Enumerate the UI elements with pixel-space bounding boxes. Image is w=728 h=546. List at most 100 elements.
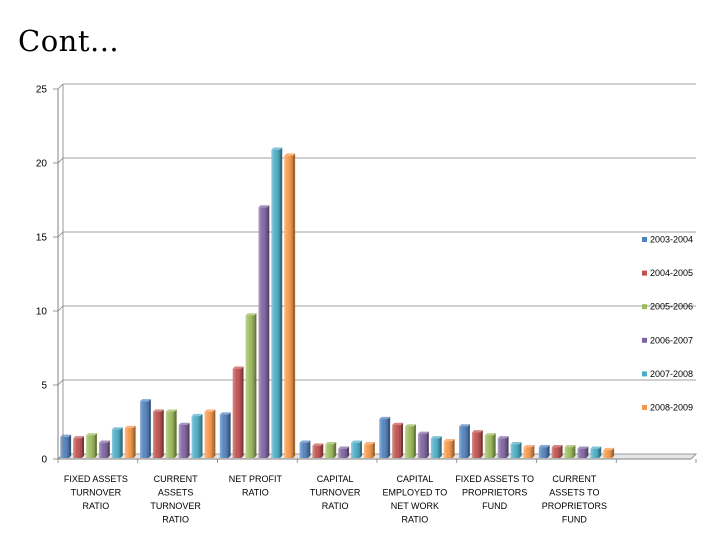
- x-category-label-line: RATIO: [82, 501, 109, 511]
- bar-top: [418, 431, 429, 434]
- x-category-label-line: CURRENT: [154, 474, 199, 484]
- bar-2008-2009-6: [603, 447, 615, 458]
- bar-shine: [351, 442, 360, 458]
- x-category-label-line: ASSETS: [158, 488, 194, 498]
- bar-side: [586, 446, 589, 458]
- bar-side: [200, 413, 203, 458]
- bar-2006-2007-6: [577, 446, 589, 458]
- bar-side: [547, 444, 550, 458]
- bar-2003-2004-4: [379, 416, 391, 458]
- bar-side: [467, 424, 470, 458]
- bar-2004-2005-3: [312, 443, 324, 458]
- x-category-label: NET PROFIT RATIO: [229, 474, 283, 498]
- bar-shine: [392, 424, 401, 458]
- legend-item-2006-2007: 2006-2007: [642, 335, 693, 345]
- bar-2008-2009-4: [443, 439, 455, 458]
- bar-top: [430, 436, 442, 439]
- x-category-label-line: TURNOVER: [150, 501, 201, 511]
- bar-2004-2005-4: [392, 422, 404, 458]
- bar-top: [245, 313, 257, 316]
- bar-top: [299, 440, 311, 443]
- bar-side: [241, 366, 244, 458]
- x-category-label-line: FUND: [482, 501, 507, 511]
- legend-label: 2008-2009: [650, 403, 693, 413]
- bar-side: [372, 442, 375, 458]
- bar-2007-2008-0: [111, 427, 123, 458]
- bar-top: [405, 424, 416, 427]
- y-tick-label: 25: [36, 85, 48, 96]
- bar-side: [68, 434, 72, 458]
- x-category-label-line: RATIO: [162, 515, 189, 525]
- y-tick-label: 20: [36, 159, 48, 170]
- bar-top: [551, 444, 563, 448]
- gridline-20-slant: [57, 157, 64, 164]
- legend-item-2007-2008: 2007-2008: [642, 369, 693, 379]
- bar-side: [267, 205, 270, 458]
- bars: [60, 147, 615, 459]
- bar-shine: [405, 426, 414, 458]
- bar-shine: [165, 411, 175, 458]
- bar-2007-2008-2: [271, 147, 283, 459]
- x-category-labels: FIXED ASSETS TURNOVER RATIO CURRENT ASSETS TU…: [64, 474, 607, 525]
- bar-2007-2008-4: [430, 436, 442, 458]
- bar-2003-2004-5: [459, 424, 470, 458]
- bar-top: [338, 446, 350, 449]
- legend-label: 2005-2006: [650, 302, 693, 312]
- y-tick-label: 15: [36, 233, 48, 244]
- bar-top: [312, 443, 324, 446]
- bar-shine: [178, 424, 188, 458]
- bar-2004-2005-5: [471, 430, 483, 458]
- bar-shine: [497, 438, 507, 458]
- bar-side: [439, 436, 442, 458]
- bar-shine: [245, 315, 255, 458]
- bar-shine: [471, 432, 481, 458]
- bar-shine: [299, 442, 309, 458]
- bar-top: [140, 399, 151, 402]
- bar-shine: [379, 419, 388, 458]
- bar-shine: [232, 368, 242, 458]
- bar-top: [111, 427, 123, 430]
- legend-swatch: [642, 304, 647, 310]
- bar-shine: [523, 447, 533, 458]
- gridline-15-slant: [57, 231, 64, 238]
- y-tick-label: 10: [36, 307, 48, 318]
- bar-top: [258, 205, 270, 208]
- bar-side: [321, 443, 324, 458]
- bar-top: [99, 440, 110, 443]
- bar-top: [86, 433, 97, 436]
- bar-side: [493, 433, 496, 458]
- bar-2007-2008-3: [351, 440, 362, 458]
- x-category-label-line: RATIO: [242, 488, 269, 498]
- bar-shine: [564, 447, 574, 458]
- bar-2006-2007-1: [178, 422, 190, 458]
- bar-shine: [99, 442, 108, 458]
- bar-top: [379, 416, 391, 420]
- bar-side: [94, 433, 97, 458]
- bar-side: [333, 442, 337, 458]
- legend-label: 2003-2004: [650, 235, 693, 245]
- bar-side: [308, 440, 311, 458]
- bar-side: [519, 442, 522, 458]
- bar-shine: [204, 411, 214, 458]
- gridline-10-slant: [57, 305, 64, 312]
- axes: [53, 84, 697, 463]
- legend-label: 2004-2005: [650, 268, 693, 278]
- bar-side: [400, 422, 404, 458]
- x-category-label-line: FUND: [562, 515, 587, 525]
- bar-shine: [418, 433, 427, 458]
- bar-top: [443, 439, 455, 442]
- x-category-label-line: EMPLOYED TO: [383, 488, 448, 498]
- bar-shine: [510, 444, 520, 458]
- y-tick-labels: 0 5 10 15 20 25: [36, 85, 48, 466]
- bar-shine: [484, 435, 494, 458]
- x-category-label-line: CURRENT: [552, 474, 597, 484]
- gridline-5-slant: [57, 379, 64, 386]
- bar-top: [523, 444, 535, 448]
- bar-shine: [312, 445, 322, 458]
- legend: 2003-2004 2004-2005 2005-2006 2006-2007 2007…: [642, 235, 693, 413]
- legend-swatch: [642, 405, 647, 410]
- x-category-label: CURRENT ASSETS TURNOVER RATIO: [150, 474, 201, 525]
- bar-shine: [603, 450, 612, 458]
- bar-side: [120, 427, 123, 458]
